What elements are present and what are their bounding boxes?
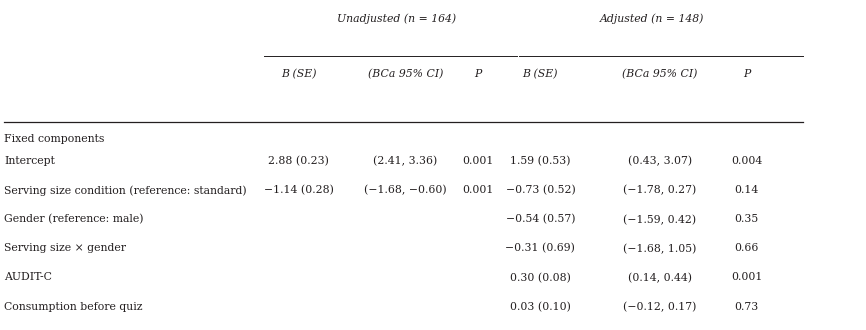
Text: (BCa 95% CI): (BCa 95% CI) bbox=[367, 69, 443, 80]
Text: B (SE): B (SE) bbox=[281, 69, 316, 80]
Text: (−1.68, 1.05): (−1.68, 1.05) bbox=[624, 244, 696, 254]
Text: (2.41, 3.36): (2.41, 3.36) bbox=[373, 156, 437, 167]
Text: Consumption before quiz: Consumption before quiz bbox=[4, 302, 143, 312]
Text: 0.001: 0.001 bbox=[462, 156, 494, 166]
Text: (0.43, 3.07): (0.43, 3.07) bbox=[628, 156, 692, 167]
Text: −1.14 (0.28): −1.14 (0.28) bbox=[264, 185, 333, 196]
Text: B (SE): B (SE) bbox=[523, 69, 558, 80]
Text: −0.73 (0.52): −0.73 (0.52) bbox=[506, 185, 575, 196]
Text: (−0.12, 0.17): (−0.12, 0.17) bbox=[624, 302, 696, 312]
Text: (0.14, 0.44): (0.14, 0.44) bbox=[628, 273, 692, 283]
Text: Unadjusted (n = 164): Unadjusted (n = 164) bbox=[338, 13, 456, 24]
Text: AUDIT-C: AUDIT-C bbox=[4, 273, 52, 282]
Text: Intercept: Intercept bbox=[4, 156, 55, 166]
Text: 0.001: 0.001 bbox=[731, 273, 762, 282]
Text: −0.31 (0.69): −0.31 (0.69) bbox=[506, 244, 575, 254]
Text: Serving size × gender: Serving size × gender bbox=[4, 244, 126, 253]
Text: Fixed components: Fixed components bbox=[4, 134, 105, 144]
Text: −0.54 (0.57): −0.54 (0.57) bbox=[506, 214, 575, 225]
Text: Adjusted (n = 148): Adjusted (n = 148) bbox=[600, 13, 704, 24]
Text: 0.14: 0.14 bbox=[734, 185, 759, 195]
Text: 0.73: 0.73 bbox=[734, 302, 759, 312]
Text: Serving size condition (reference: standard): Serving size condition (reference: stand… bbox=[4, 185, 247, 196]
Text: 2.88 (0.23): 2.88 (0.23) bbox=[268, 156, 329, 167]
Text: 0.35: 0.35 bbox=[734, 214, 759, 224]
Text: (−1.59, 0.42): (−1.59, 0.42) bbox=[624, 214, 696, 225]
Text: 0.001: 0.001 bbox=[462, 185, 494, 195]
Text: 0.30 (0.08): 0.30 (0.08) bbox=[510, 273, 571, 283]
Text: Gender (reference: male): Gender (reference: male) bbox=[4, 214, 144, 225]
Text: 0.66: 0.66 bbox=[734, 244, 759, 253]
Text: 0.03 (0.10): 0.03 (0.10) bbox=[510, 302, 571, 312]
Text: P: P bbox=[743, 69, 750, 79]
Text: (−1.78, 0.27): (−1.78, 0.27) bbox=[624, 185, 696, 196]
Text: (−1.68, −0.60): (−1.68, −0.60) bbox=[364, 185, 447, 196]
Text: (BCa 95% CI): (BCa 95% CI) bbox=[622, 69, 698, 80]
Text: P: P bbox=[475, 69, 481, 79]
Text: 1.59 (0.53): 1.59 (0.53) bbox=[510, 156, 571, 167]
Text: 0.004: 0.004 bbox=[731, 156, 762, 166]
